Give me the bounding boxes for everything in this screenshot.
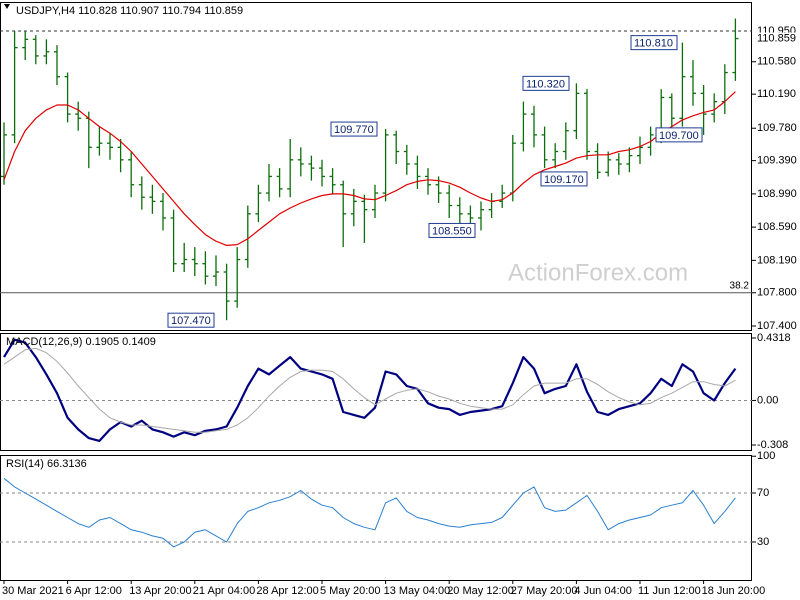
y-tick-label: -0.308 [757, 439, 788, 451]
annotation-box [428, 222, 476, 238]
panel-title: USDJPY,H4 110.828 110.907 110.794 110.85… [16, 5, 243, 17]
y-tick-label: 0.00 [757, 394, 778, 406]
annotation-label: 107.470 [171, 315, 211, 327]
y-tick-label: 70 [757, 487, 769, 499]
x-tick-label: 11 Jun 12:00 [638, 585, 701, 597]
panel-frame [0, 455, 752, 581]
x-tick-label: 6 Apr 12:00 [66, 585, 122, 597]
x-tick-label: 5 May 20:00 [320, 585, 381, 597]
panel-frame [0, 333, 752, 451]
annotation-label: 110.810 [634, 38, 673, 50]
y-tick-label: 107.400 [757, 320, 797, 332]
annotation-box [540, 171, 588, 187]
series-line [3, 347, 736, 433]
panel-title: MACD(12,26,9) 0.1905 0.1409 [6, 336, 156, 348]
y-tick-label: 100 [757, 450, 775, 462]
panel-frame [0, 2, 752, 331]
annotation-box [330, 121, 378, 137]
y-tick-label: 110.190 [757, 88, 796, 100]
y-tick-label: 108.190 [757, 254, 797, 266]
series-line [3, 477, 736, 548]
y-tick-label: 108.990 [757, 188, 797, 200]
panel-title: RSI(14) 66.3136 [6, 458, 87, 470]
y-tick-label: 108.590 [757, 221, 797, 233]
annotation-label: 109.170 [544, 174, 584, 186]
series-line [3, 91, 736, 246]
x-tick-label: 13 Apr 20:00 [129, 585, 191, 597]
y-tick-label: 109.390 [757, 155, 797, 167]
annotation-label: 109.770 [334, 124, 374, 136]
annotation-label: 110.320 [526, 78, 565, 90]
annotation-label: 109.700 [659, 130, 699, 142]
last-price-box [754, 32, 798, 45]
annotation-box [630, 35, 678, 51]
fib-label: 38.2 [730, 280, 750, 291]
y-tick-label: 0.4318 [757, 332, 791, 344]
chart-icon [4, 4, 10, 9]
annotation-label: 108.550 [432, 225, 472, 237]
y-tick-label: 109.780 [757, 122, 797, 134]
annotation-box [522, 75, 570, 91]
x-tick-label: 28 Apr 12:00 [256, 585, 318, 597]
annotation-box [655, 127, 703, 143]
y-tick-label: 30 [757, 536, 769, 548]
x-tick-label: 30 Mar 2021 [2, 585, 64, 597]
x-tick-label: 20 May 12:00 [447, 585, 514, 597]
last-price-label: 110.859 [757, 32, 796, 44]
y-tick-label: 110.580 [757, 56, 796, 68]
watermark: ActionForex.com [508, 259, 688, 286]
annotation-box [167, 312, 215, 328]
x-tick-label: 18 Jun 20:00 [702, 585, 766, 597]
y-tick-label: 107.800 [757, 287, 797, 299]
x-tick-label: 27 May 20:00 [511, 585, 578, 597]
x-tick-label: 4 Jun 04:00 [574, 585, 632, 597]
x-tick-label: 13 May 04:00 [384, 585, 451, 597]
series-line [3, 338, 737, 442]
x-tick-label: 21 Apr 04:00 [193, 585, 255, 597]
